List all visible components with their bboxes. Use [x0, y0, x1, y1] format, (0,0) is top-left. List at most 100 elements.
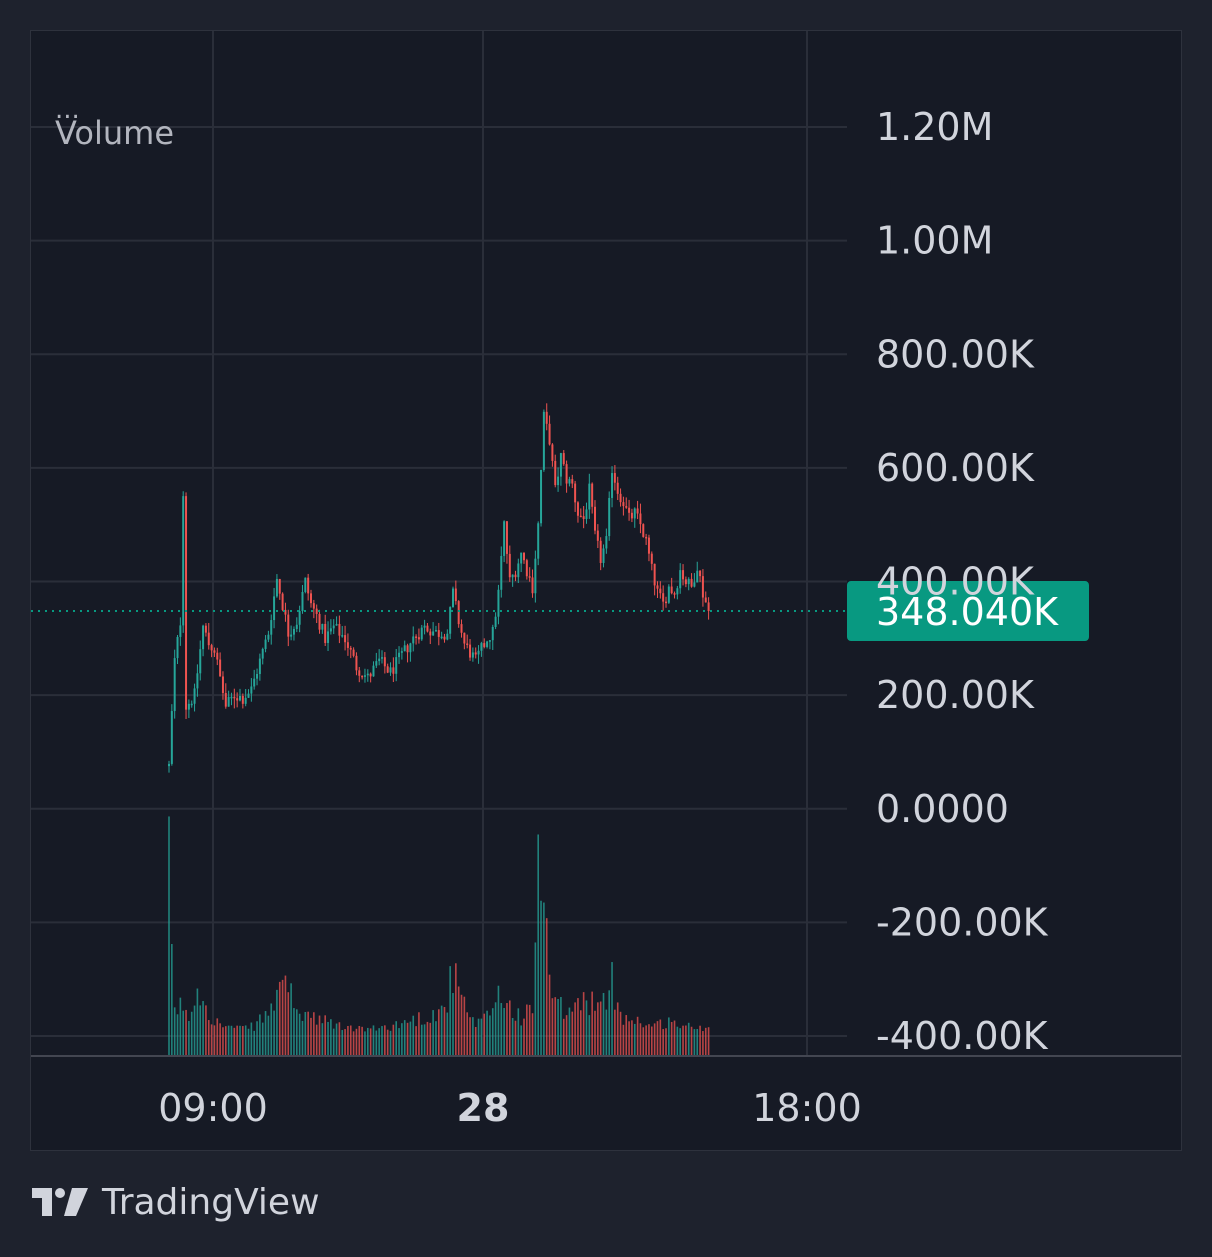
candle-body [571, 479, 574, 484]
volume-bar [344, 1029, 346, 1055]
volume-bar [639, 1023, 642, 1055]
volume-bar [537, 834, 539, 1055]
volume-bar [545, 918, 548, 1055]
candle-body [551, 444, 554, 461]
chart-svg[interactable]: 348.040K 1.20M 1.00M 800.00K 600.00K 400.00K… [31, 31, 1182, 1151]
volume-bar [554, 997, 557, 1055]
candle-body [639, 513, 642, 525]
volume-bar [673, 1020, 676, 1055]
last-price-tag [847, 581, 1089, 642]
volume-bar [287, 992, 290, 1055]
candle-body [227, 696, 230, 707]
volume-bar [264, 1011, 267, 1055]
y-tick-label: 800.00K [876, 332, 1035, 376]
grid-layer [31, 31, 1181, 1057]
volume-bar [682, 1025, 684, 1055]
candle-body [315, 608, 318, 614]
candle-body [605, 536, 608, 549]
volume-bar [503, 1007, 505, 1055]
volume-bar [494, 1002, 497, 1055]
legend-menu-dots[interactable]: ... [55, 95, 80, 125]
volume-bar [293, 1008, 295, 1055]
candle-body [381, 657, 383, 659]
candle-body [179, 625, 182, 637]
candle-body [491, 626, 494, 641]
candle-body [290, 634, 293, 637]
candle-body [403, 645, 406, 652]
volume-bar [565, 1015, 568, 1055]
overlay-layer: 348.040K [31, 581, 1089, 642]
candle-body [628, 507, 631, 513]
candle-body [602, 548, 605, 563]
volume-bar [557, 998, 559, 1055]
candle-body [278, 578, 281, 594]
candle-body [622, 502, 625, 507]
candle-body [292, 628, 295, 635]
candle-body [633, 508, 636, 519]
candle-body [338, 623, 341, 636]
candle-body [559, 453, 562, 477]
volume-bar [216, 1018, 219, 1055]
candle-body [613, 473, 616, 483]
volume-bar [653, 1023, 656, 1055]
volume-bar [685, 1025, 687, 1055]
candle-body [176, 636, 179, 659]
volume-bar [176, 1014, 179, 1055]
volume-bar [645, 1025, 647, 1055]
volume-bar [670, 1021, 673, 1055]
candle-body [432, 631, 435, 636]
candle-body [446, 633, 449, 640]
candle-body [682, 570, 685, 580]
candle-body [241, 695, 244, 704]
volume-bar [457, 986, 460, 1055]
candle-body [312, 603, 315, 609]
volume-bar [398, 1028, 400, 1055]
candle-body [452, 588, 454, 608]
volume-bar [173, 1007, 176, 1055]
candle-body [341, 635, 344, 637]
candle-body [190, 703, 193, 706]
volume-bar [466, 1012, 468, 1055]
volume-bar [364, 1031, 366, 1055]
volume-bar [247, 1028, 250, 1055]
tradingview-logo-icon[interactable] [30, 1186, 90, 1218]
candle-body [599, 540, 602, 563]
volume-bar [628, 1021, 630, 1055]
volume-bar [310, 1017, 312, 1055]
candle-body [329, 628, 332, 632]
candle-body [398, 652, 401, 658]
candle-body [647, 537, 650, 554]
candle-body [389, 667, 392, 673]
candle-body [653, 563, 656, 586]
volume-bar [474, 1026, 477, 1055]
volume-bar [415, 1026, 417, 1055]
candle-body [508, 553, 511, 578]
volume-bar [571, 1011, 574, 1055]
volume-bar [486, 1010, 488, 1055]
volume-bar [412, 1015, 415, 1055]
volume-bar [659, 1019, 662, 1055]
candle-body [346, 642, 349, 648]
footer: TradingView [30, 1181, 320, 1223]
volume-bar [477, 1018, 480, 1055]
candle-body [307, 577, 310, 594]
volume-bar [185, 1009, 187, 1055]
footer-brand[interactable]: TradingView [102, 1181, 320, 1223]
candle-body [301, 591, 304, 612]
volume-bar [406, 1022, 409, 1055]
volume-bar [349, 1025, 352, 1055]
candle-body [503, 521, 506, 556]
candle-body [608, 497, 611, 537]
candle-body [332, 625, 335, 629]
candle-body [701, 576, 704, 598]
volume-bar [301, 1020, 304, 1055]
candle-body [611, 473, 614, 498]
volume-bar [225, 1026, 227, 1055]
volume-bar [662, 1029, 664, 1055]
volume-bar [222, 1027, 224, 1055]
candle-body [471, 652, 474, 658]
axis-layer: 1.20M 1.00M 800.00K 600.00K 400.00K 200.00K 0.… [158, 105, 1048, 1130]
candle-body [244, 697, 247, 704]
volume-bar [199, 1005, 202, 1055]
volume-bar [480, 1018, 483, 1055]
